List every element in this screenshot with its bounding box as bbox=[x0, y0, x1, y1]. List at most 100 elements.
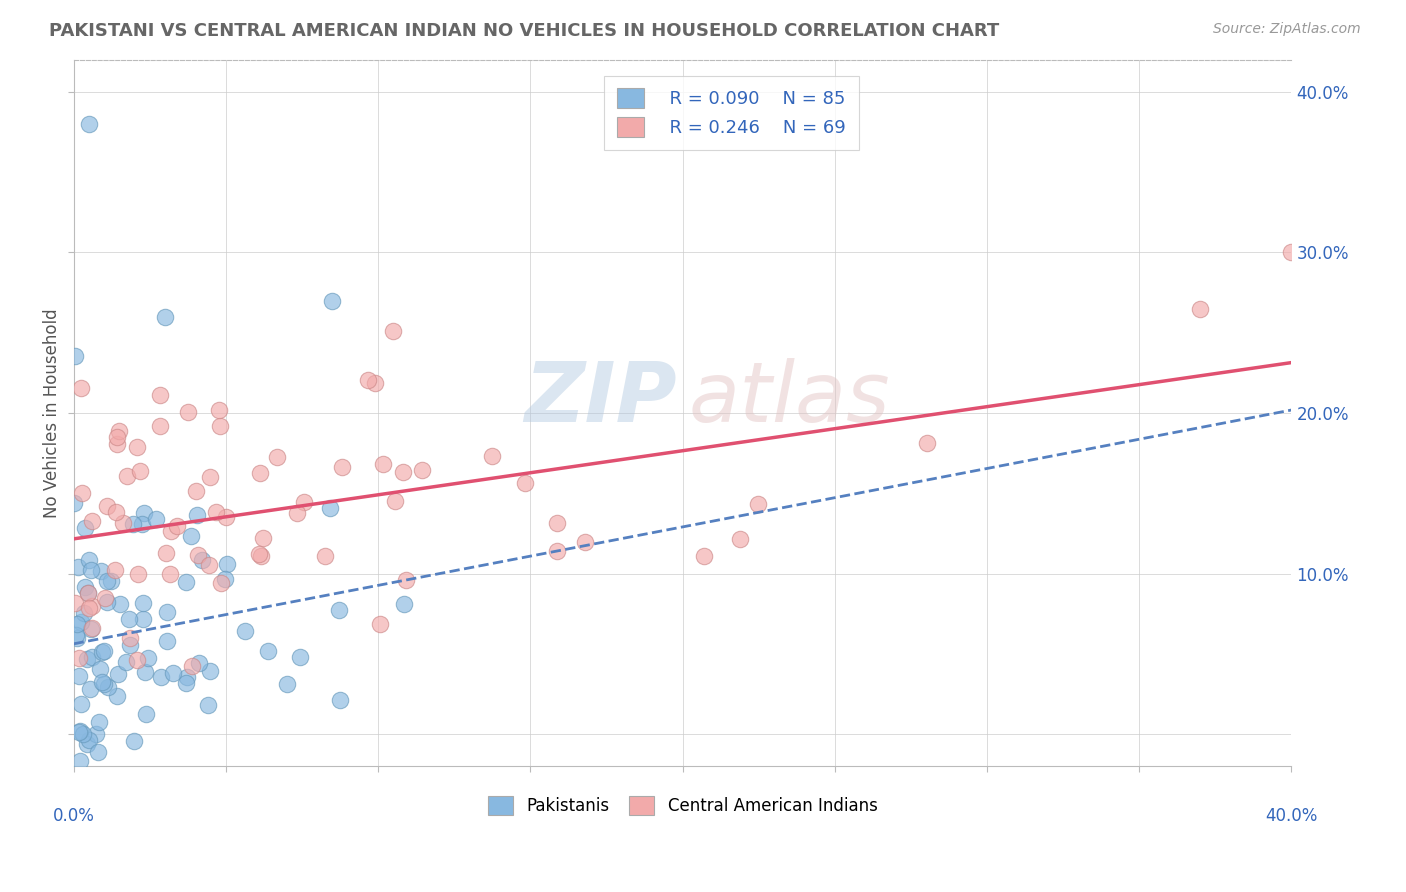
Point bbox=[79, 622, 101, 636]
Point bbox=[249, 466, 271, 480]
Point bbox=[135, 707, 157, 722]
Point bbox=[131, 516, 153, 531]
Point bbox=[214, 572, 236, 586]
Point bbox=[693, 549, 716, 563]
Point bbox=[104, 563, 127, 577]
Point bbox=[292, 495, 315, 509]
Point bbox=[252, 531, 274, 545]
Point bbox=[371, 457, 394, 471]
Point bbox=[89, 775, 111, 789]
Point bbox=[319, 500, 342, 515]
Point bbox=[96, 574, 118, 589]
Point bbox=[100, 574, 122, 589]
Point bbox=[1189, 301, 1212, 316]
Point bbox=[105, 689, 128, 703]
Point bbox=[266, 450, 288, 464]
Point bbox=[481, 449, 503, 463]
Point bbox=[191, 553, 214, 567]
Point bbox=[114, 655, 136, 669]
Point bbox=[392, 597, 415, 611]
Point bbox=[513, 475, 536, 490]
Point bbox=[89, 662, 111, 676]
Point bbox=[184, 484, 207, 499]
Point bbox=[80, 599, 103, 613]
Point bbox=[149, 419, 172, 434]
Point bbox=[70, 615, 93, 630]
Point bbox=[77, 601, 100, 615]
Point bbox=[67, 560, 90, 574]
Point bbox=[65, 349, 87, 363]
Point bbox=[77, 585, 100, 599]
Point bbox=[391, 465, 413, 479]
Point bbox=[132, 506, 155, 520]
Point bbox=[411, 463, 433, 477]
Point bbox=[546, 516, 568, 531]
Point bbox=[394, 574, 416, 588]
Text: PAKISTANI VS CENTRAL AMERICAN INDIAN NO VEHICLES IN HOUSEHOLD CORRELATION CHART: PAKISTANI VS CENTRAL AMERICAN INDIAN NO … bbox=[49, 22, 1000, 40]
Point bbox=[329, 693, 352, 707]
Point bbox=[87, 714, 110, 729]
Point bbox=[247, 548, 270, 562]
Point bbox=[77, 117, 100, 131]
Point bbox=[87, 746, 110, 760]
Point bbox=[276, 677, 298, 691]
Point bbox=[108, 425, 131, 439]
Point bbox=[197, 698, 219, 712]
Point bbox=[198, 558, 221, 573]
Point bbox=[72, 606, 94, 620]
Point bbox=[76, 737, 98, 751]
Point bbox=[368, 617, 391, 632]
Point bbox=[77, 586, 100, 600]
Point bbox=[93, 677, 115, 691]
Point bbox=[156, 633, 179, 648]
Point bbox=[70, 381, 93, 395]
Point bbox=[186, 508, 208, 522]
Point bbox=[159, 566, 181, 581]
Point bbox=[127, 567, 149, 582]
Point bbox=[79, 681, 101, 696]
Point bbox=[159, 524, 181, 538]
Text: Source: ZipAtlas.com: Source: ZipAtlas.com bbox=[1213, 22, 1361, 37]
Text: 0.0%: 0.0% bbox=[52, 806, 94, 824]
Point bbox=[75, 521, 97, 535]
Point bbox=[149, 388, 172, 402]
Point bbox=[198, 665, 221, 679]
Point bbox=[105, 437, 128, 451]
Point bbox=[188, 657, 211, 671]
Point bbox=[115, 469, 138, 483]
Point bbox=[104, 505, 127, 519]
Point bbox=[132, 596, 155, 610]
Legend: Pakistanis, Central American Indians: Pakistanis, Central American Indians bbox=[481, 789, 884, 822]
Point bbox=[108, 597, 131, 611]
Point bbox=[314, 549, 336, 563]
Point bbox=[132, 612, 155, 626]
Point bbox=[328, 603, 350, 617]
Point bbox=[546, 544, 568, 558]
Point bbox=[69, 697, 91, 711]
Point bbox=[125, 440, 148, 454]
Point bbox=[187, 548, 209, 562]
Point bbox=[125, 653, 148, 667]
Point bbox=[209, 575, 232, 590]
Point bbox=[357, 373, 380, 387]
Point bbox=[122, 734, 145, 748]
Point bbox=[63, 596, 86, 610]
Point bbox=[67, 724, 90, 739]
Point bbox=[145, 512, 167, 526]
Point bbox=[174, 675, 197, 690]
Point bbox=[94, 591, 117, 605]
Point bbox=[111, 516, 134, 530]
Point bbox=[176, 670, 198, 684]
Point bbox=[69, 754, 91, 768]
Point bbox=[90, 878, 112, 892]
Point bbox=[136, 651, 159, 665]
Point bbox=[120, 638, 142, 652]
Point bbox=[77, 553, 100, 567]
Point bbox=[747, 496, 769, 510]
Point bbox=[288, 649, 311, 664]
Point bbox=[915, 435, 938, 450]
Point bbox=[166, 518, 188, 533]
Point bbox=[205, 505, 228, 519]
Point bbox=[1281, 245, 1303, 260]
Point bbox=[245, 801, 267, 815]
